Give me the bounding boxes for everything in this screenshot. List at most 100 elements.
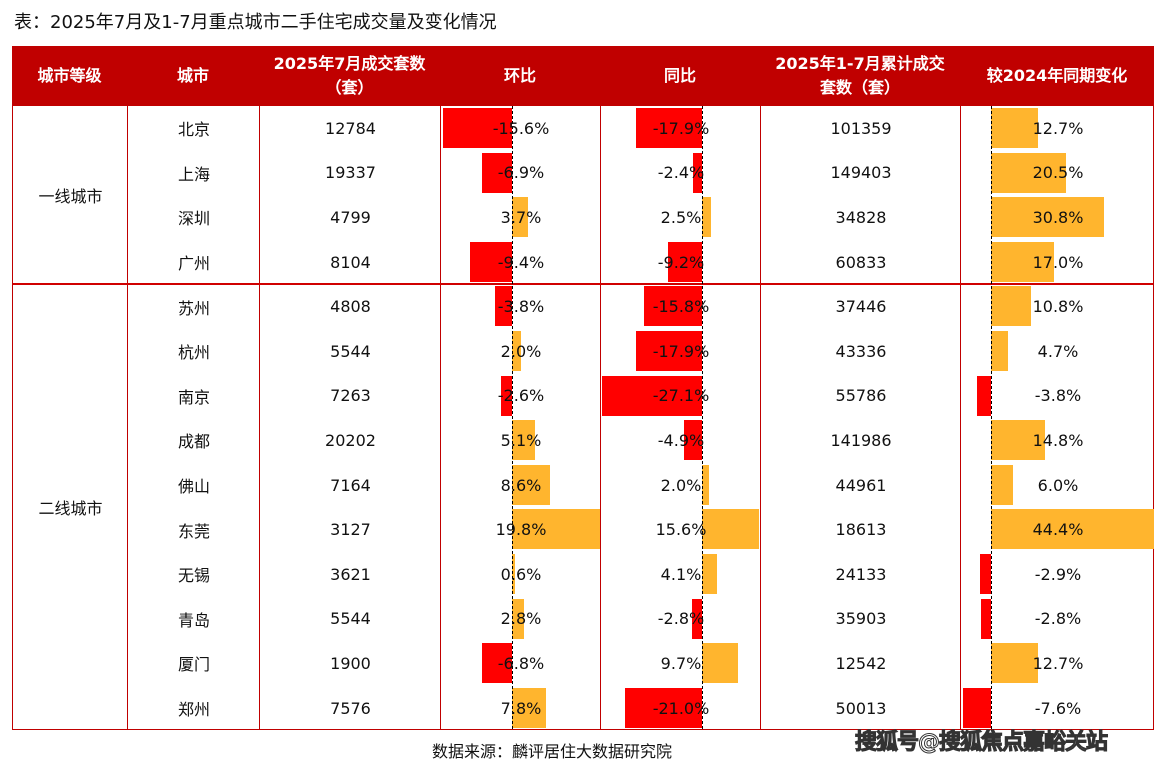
cell-city: 郑州 xyxy=(177,700,210,720)
column-divider xyxy=(440,106,441,729)
cell-chg: 10.8% xyxy=(1032,297,1084,317)
cell-ytd: 60833 xyxy=(835,252,887,272)
cell-chg: 30.8% xyxy=(1032,207,1084,227)
data-bar xyxy=(443,108,512,148)
cell-city: 佛山 xyxy=(177,477,210,497)
cell-chg: 17.0% xyxy=(1032,252,1084,272)
cell-ytd: 35903 xyxy=(835,609,887,629)
header-cell: 城市 xyxy=(176,66,209,85)
data-bar xyxy=(668,241,702,282)
cell-ytd: 50013 xyxy=(835,698,887,718)
data-bar xyxy=(683,420,702,461)
cell-july: 4799 xyxy=(330,207,371,227)
data-table: 城市等级 城市 2025年7月成交套数（套） 环比 同比 2025年1-7月累计成交套数（… xyxy=(12,46,1155,730)
data-bar xyxy=(702,197,712,238)
cell-july: 8104 xyxy=(330,252,371,272)
cell-july: 4808 xyxy=(330,297,371,317)
cell-mom: 5.1% xyxy=(500,430,542,450)
data-bar xyxy=(643,286,702,327)
cell-yoy: -2.8% xyxy=(657,609,705,629)
data-bar xyxy=(702,509,760,550)
cell-july: 3621 xyxy=(330,564,371,584)
data-bar xyxy=(991,286,1031,327)
header-cell: 城市等级 xyxy=(37,66,102,85)
cell-july: 5544 xyxy=(330,609,371,629)
cell-city: 无锡 xyxy=(177,566,210,586)
cell-city: 广州 xyxy=(177,254,210,274)
cell-yoy: 2.5% xyxy=(660,207,702,227)
data-bar xyxy=(500,375,512,416)
cell-mom: -6.9% xyxy=(497,163,545,183)
cell-july: 20202 xyxy=(325,430,376,450)
cell-ytd: 34828 xyxy=(835,207,887,227)
data-bar xyxy=(481,152,512,193)
cell-mom: 8.6% xyxy=(500,475,542,495)
data-bar xyxy=(481,643,512,684)
cell-ytd: 24133 xyxy=(835,564,887,584)
group-label: 一线城市 xyxy=(38,187,103,207)
data-bar xyxy=(512,197,529,238)
data-bar xyxy=(602,375,702,416)
cell-chg: 44.4% xyxy=(1032,520,1084,540)
cell-mom: 0.6% xyxy=(500,564,542,584)
cell-city: 南京 xyxy=(177,387,210,407)
cell-july: 5544 xyxy=(330,341,371,361)
data-bar xyxy=(991,420,1046,461)
cell-july: 3127 xyxy=(330,520,371,540)
column-divider xyxy=(760,106,761,729)
zero-axis xyxy=(512,106,513,729)
data-bar xyxy=(991,509,1155,550)
cell-ytd: 141986 xyxy=(830,430,892,450)
data-bar xyxy=(991,643,1038,684)
cell-yoy: -15.8% xyxy=(652,297,710,317)
data-bar xyxy=(991,241,1054,282)
cell-chg: 12.7% xyxy=(1032,653,1084,673)
cell-july: 7164 xyxy=(330,475,371,495)
cell-yoy: -17.9% xyxy=(652,118,710,138)
column-divider xyxy=(127,106,128,729)
data-bar xyxy=(980,598,991,639)
data-bar xyxy=(636,331,702,371)
cell-city: 苏州 xyxy=(177,298,210,318)
cell-chg: 20.5% xyxy=(1032,163,1084,183)
cell-july: 19337 xyxy=(325,163,376,183)
cell-city: 东莞 xyxy=(177,521,210,541)
data-bar xyxy=(691,598,702,639)
data-bar xyxy=(991,464,1014,505)
data-bar xyxy=(977,375,991,416)
cell-chg: -7.6% xyxy=(1034,698,1082,718)
cell-ytd: 12542 xyxy=(835,653,887,673)
cell-city: 青岛 xyxy=(177,610,210,630)
data-bar xyxy=(512,509,600,550)
header-cell: 环比 xyxy=(503,66,536,85)
data-bar xyxy=(512,420,535,461)
header-cell: 同比 xyxy=(663,66,696,85)
cell-ytd: 44961 xyxy=(835,475,887,495)
cell-yoy: 2.0% xyxy=(660,475,702,495)
data-bar xyxy=(512,598,525,639)
group-label: 二线城市 xyxy=(38,499,103,519)
data-bar xyxy=(702,643,738,684)
cell-ytd: 18613 xyxy=(835,520,887,540)
watermark: 搜狐号@搜狐焦点嘉峪关站 xyxy=(854,730,1108,756)
cell-mom: 7.8% xyxy=(500,698,542,718)
cell-yoy: -27.1% xyxy=(652,386,710,406)
cell-city: 厦门 xyxy=(177,655,210,675)
data-bar xyxy=(624,687,702,728)
cell-chg: 6.0% xyxy=(1037,475,1079,495)
data-bar xyxy=(495,286,512,327)
cell-yoy: 4.1% xyxy=(660,564,702,584)
cell-yoy: 15.6% xyxy=(655,520,707,540)
cell-mom: 19.8% xyxy=(495,520,547,540)
cell-july: 1900 xyxy=(330,653,371,673)
data-bar xyxy=(991,152,1067,193)
cell-yoy: -21.0% xyxy=(652,698,710,718)
data-bar xyxy=(512,331,521,371)
cell-ytd: 101359 xyxy=(830,118,892,138)
cell-yoy: -9.2% xyxy=(657,252,705,272)
header-cell: 2025年1-7月累计成交套数（套） xyxy=(775,54,945,97)
cell-city: 深圳 xyxy=(177,209,210,229)
cell-mom: 2.8% xyxy=(500,609,542,629)
data-bar xyxy=(693,152,702,193)
source-note: 数据来源：麟评居住大数据研究院 xyxy=(432,742,673,761)
